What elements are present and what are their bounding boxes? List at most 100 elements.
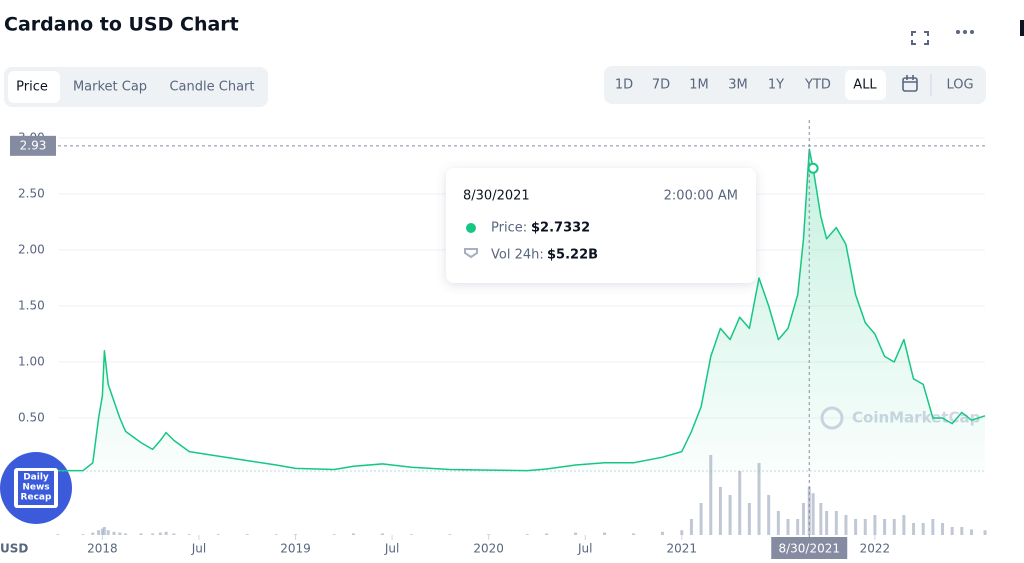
volume-bar	[825, 511, 829, 535]
tab[interactable]: Market Cap	[73, 80, 147, 95]
volume-bar	[738, 471, 742, 535]
tab[interactable]: Price	[16, 80, 48, 95]
volume-bar	[632, 533, 636, 535]
range-button[interactable]: 3M	[728, 78, 748, 93]
volume-bar	[487, 534, 491, 535]
fullscreen-icon[interactable]	[911, 31, 929, 45]
volume-bar	[164, 531, 168, 535]
volume-bar	[912, 523, 916, 535]
tooltip-volume-label: Vol 24h:	[491, 248, 544, 263]
volume-bar	[245, 534, 249, 535]
tooltip-dot	[466, 223, 476, 233]
y-tick-label: 0.50	[18, 411, 45, 425]
volume-bar	[873, 515, 877, 535]
range-button[interactable]: 1M	[689, 78, 709, 93]
tooltip-time: 2:00:00 AM	[664, 189, 738, 204]
volume-bar	[56, 534, 60, 535]
range-button[interactable]: 7D	[652, 78, 670, 93]
volume-bar	[776, 511, 780, 535]
x-tick-label: Jul	[191, 542, 206, 556]
volume-bar	[332, 534, 336, 535]
volume-bar	[351, 533, 355, 535]
x-tick-label: 2022	[860, 542, 891, 556]
volume-bar	[187, 534, 191, 535]
volume-bar	[709, 455, 713, 535]
volume-bar	[100, 528, 104, 535]
volume-bar	[274, 534, 278, 535]
crosshair-x-box	[771, 537, 848, 559]
volume-bar	[545, 533, 549, 535]
crosshair-x-label: 8/30/2021	[778, 542, 840, 556]
volume-bar	[747, 503, 751, 535]
volume-bar	[380, 533, 384, 535]
more-icon[interactable]	[956, 30, 974, 34]
tab[interactable]: Candle Chart	[169, 80, 254, 95]
volume-bar	[757, 463, 761, 535]
price-line	[58, 148, 986, 472]
volume-bar	[767, 495, 771, 535]
tooltip-vol-icon	[464, 248, 478, 259]
volume-bar	[892, 519, 896, 535]
volume-bar	[931, 519, 935, 535]
hover-point	[807, 162, 819, 174]
volume-bar	[574, 532, 578, 535]
badge-text: Daily	[23, 473, 49, 483]
volume-bar	[139, 533, 143, 535]
volume-bar	[801, 503, 805, 535]
tooltip-price: $2.7332	[531, 221, 590, 236]
tooltip-date: 8/30/2021	[463, 189, 530, 204]
volume-bar	[941, 523, 945, 535]
x-tick-label: 2021	[667, 542, 698, 556]
y-tick-label: 2.50	[18, 187, 45, 201]
volume-bar	[151, 533, 155, 535]
volume-bar	[728, 495, 732, 535]
range-button[interactable]: ALL	[853, 78, 877, 93]
badge-text: Recap	[21, 493, 52, 503]
calendar-icon[interactable]	[902, 75, 918, 92]
y-tick-label: 1.50	[18, 299, 45, 313]
x-tick-label: Jul	[577, 542, 592, 556]
volume-bar	[172, 533, 176, 535]
volume-bar	[448, 534, 452, 535]
x-tick-label: 2020	[473, 542, 504, 556]
volume-bar	[525, 534, 529, 535]
volume-bar	[106, 530, 110, 535]
volume-bar	[844, 515, 848, 535]
range-button[interactable]: 1Y	[768, 78, 784, 93]
volume-bar	[921, 523, 925, 535]
crosshair-y-box	[10, 135, 56, 156]
volume-bar	[969, 529, 973, 535]
currency-label: USD	[0, 542, 28, 556]
tooltip-box	[446, 168, 756, 283]
range-selected	[845, 70, 886, 100]
x-tick-label: 2019	[280, 542, 311, 556]
price-area	[58, 149, 985, 474]
badge-text: News	[22, 483, 49, 493]
volume-bar	[786, 519, 790, 535]
range-button[interactable]: YTD	[804, 78, 831, 93]
volume-bar	[158, 532, 162, 535]
x-tick-label: 2018	[87, 542, 118, 556]
volume-bar	[819, 503, 823, 535]
tooltip-volume: $5.22B	[547, 248, 598, 263]
y-tick-label: 2.00	[18, 243, 45, 257]
tab-selected	[8, 71, 60, 103]
badge	[0, 452, 72, 524]
volume-bar	[409, 534, 413, 535]
log-button[interactable]: LOG	[946, 78, 973, 93]
tab-bar	[4, 67, 268, 107]
edge-mark	[1020, 20, 1024, 36]
volume-bar	[603, 532, 607, 535]
volume-bar	[796, 519, 800, 535]
volume-bar	[124, 533, 128, 535]
volume-bar	[834, 511, 838, 535]
volume-bar	[660, 531, 664, 535]
volume-bar	[680, 530, 684, 535]
range-button[interactable]: 1D	[615, 78, 633, 93]
tooltip: 8/30/2021 2:00:00 AM Price: $2.7332 Vol 24h:…	[446, 168, 756, 283]
volume-bar	[883, 519, 887, 535]
volume-bar	[81, 534, 85, 535]
range-bar	[604, 66, 986, 104]
volume-bar	[216, 534, 220, 535]
